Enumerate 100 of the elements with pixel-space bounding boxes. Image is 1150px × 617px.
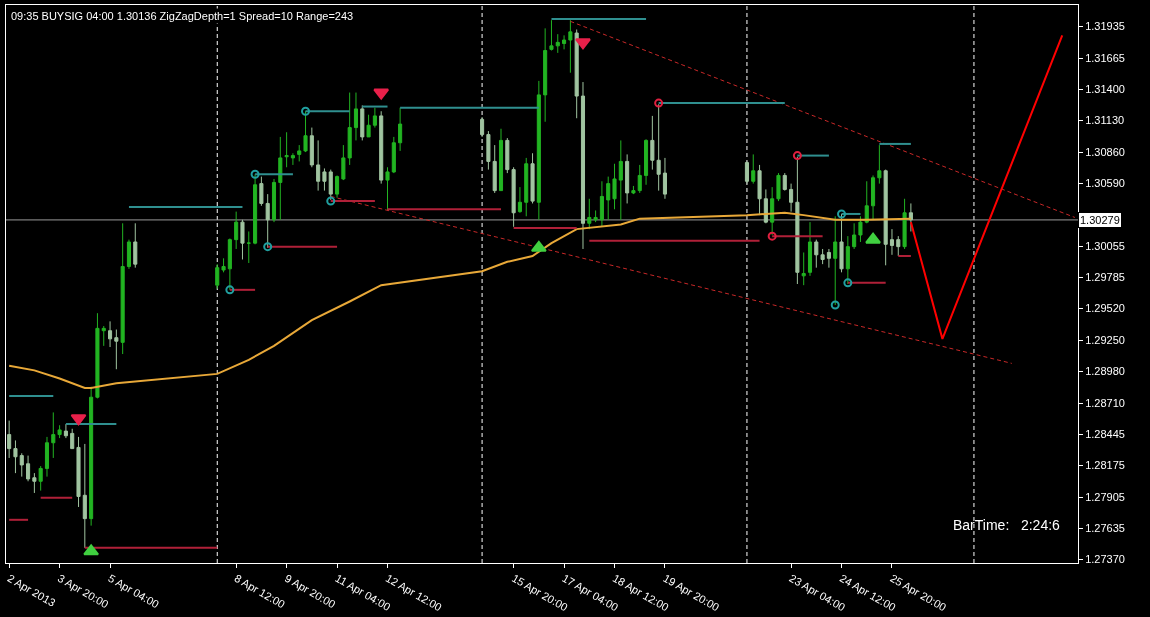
candlestick — [221, 257, 226, 273]
candlestick — [574, 29, 579, 119]
candlestick — [259, 176, 264, 207]
candlestick — [486, 130, 491, 171]
candlestick — [322, 167, 327, 192]
candlestick — [896, 235, 901, 257]
candlestick — [57, 424, 62, 439]
point — [792, 151, 802, 161]
candlestick — [776, 172, 781, 202]
candlestick — [744, 160, 749, 185]
candlestick — [789, 183, 794, 213]
point — [225, 285, 235, 295]
candlestick — [536, 80, 541, 221]
candlestick — [883, 169, 888, 266]
candlestick — [751, 153, 756, 185]
y-tick-label: 1.29785 — [1085, 271, 1125, 284]
point — [575, 38, 591, 50]
y-tick-label: 1.31935 — [1085, 20, 1125, 33]
candlestick — [335, 174, 340, 199]
candlestick — [644, 138, 649, 186]
candlestick — [76, 436, 81, 508]
candlestick — [70, 428, 75, 450]
candlestick — [316, 139, 321, 192]
point — [767, 231, 777, 241]
candlestick — [309, 127, 314, 168]
y-tick-label: 1.27635 — [1085, 522, 1125, 535]
candlestick — [543, 27, 548, 123]
candlestick — [32, 472, 37, 494]
candlestick — [278, 136, 283, 221]
candlestick — [95, 312, 100, 399]
candlestick — [631, 185, 636, 194]
candlestick — [38, 465, 43, 492]
line-series — [8, 211, 912, 389]
candlestick — [801, 251, 806, 286]
point — [373, 88, 390, 100]
candlestick — [549, 19, 554, 52]
candlestick — [133, 222, 138, 269]
x-tick-label: 2 Apr 2013 — [5, 571, 58, 609]
candlestick — [852, 222, 857, 250]
point — [830, 300, 840, 310]
candlestick — [498, 128, 504, 192]
candlestick — [353, 92, 359, 141]
candlestick — [902, 198, 907, 250]
y-tick-label: 1.27370 — [1085, 553, 1125, 566]
candlestick — [637, 164, 642, 194]
candlestick — [593, 209, 598, 223]
point — [83, 544, 100, 556]
candlestick — [297, 144, 302, 162]
candlestick — [864, 180, 869, 224]
candlestick — [492, 144, 497, 194]
point — [530, 240, 547, 252]
candlestick — [568, 19, 573, 74]
point — [654, 98, 664, 108]
candlestick — [524, 157, 529, 217]
candlestick — [871, 174, 876, 221]
y-tick-label: 1.31400 — [1085, 82, 1125, 95]
candlestick — [290, 152, 295, 166]
candlestick — [555, 33, 560, 54]
candlestick — [19, 452, 24, 478]
candlestick — [234, 211, 239, 250]
candlestick — [372, 107, 377, 129]
candlestick — [13, 439, 18, 474]
candlestick — [385, 166, 390, 211]
candlestick — [530, 152, 535, 204]
point — [263, 242, 273, 252]
candlestick — [889, 228, 895, 256]
candlestick — [398, 107, 403, 152]
y-tick-label: 1.31130 — [1085, 114, 1125, 127]
y-tick-label: 1.29250 — [1085, 333, 1125, 346]
candlestick — [366, 114, 371, 138]
candlestick — [807, 221, 813, 277]
candlestick — [89, 386, 94, 527]
candlestick — [215, 263, 220, 290]
candlestick — [757, 164, 762, 216]
candlestick — [240, 219, 245, 260]
y-tick-label: 1.27905 — [1085, 490, 1125, 503]
candlestick — [391, 136, 396, 174]
y-tick-label: 1.28980 — [1085, 365, 1125, 378]
point — [326, 196, 336, 206]
candlestick — [114, 329, 119, 370]
candlestick — [562, 34, 567, 50]
point — [865, 232, 881, 244]
candlestick — [101, 325, 106, 347]
candlestick — [271, 178, 277, 223]
chart-title: 09:35 BUYSIG 04:00 1.30136 ZigZagDepth=1 Spread=10 Range=243 — [11, 10, 354, 22]
point — [301, 106, 311, 116]
candlestick — [612, 163, 617, 210]
candlestick — [618, 139, 623, 221]
candlestick — [44, 436, 50, 478]
candlestick — [63, 423, 68, 439]
candlestick — [606, 176, 611, 221]
candlestick — [877, 144, 882, 185]
annotation: BarTime: 2:24:6 — [953, 517, 1061, 533]
candlestick — [908, 202, 913, 232]
candlestick — [126, 239, 132, 270]
point — [843, 278, 853, 288]
point — [837, 209, 847, 219]
candlestick — [51, 411, 56, 459]
candlestick — [517, 186, 522, 214]
candlestick — [763, 188, 768, 224]
